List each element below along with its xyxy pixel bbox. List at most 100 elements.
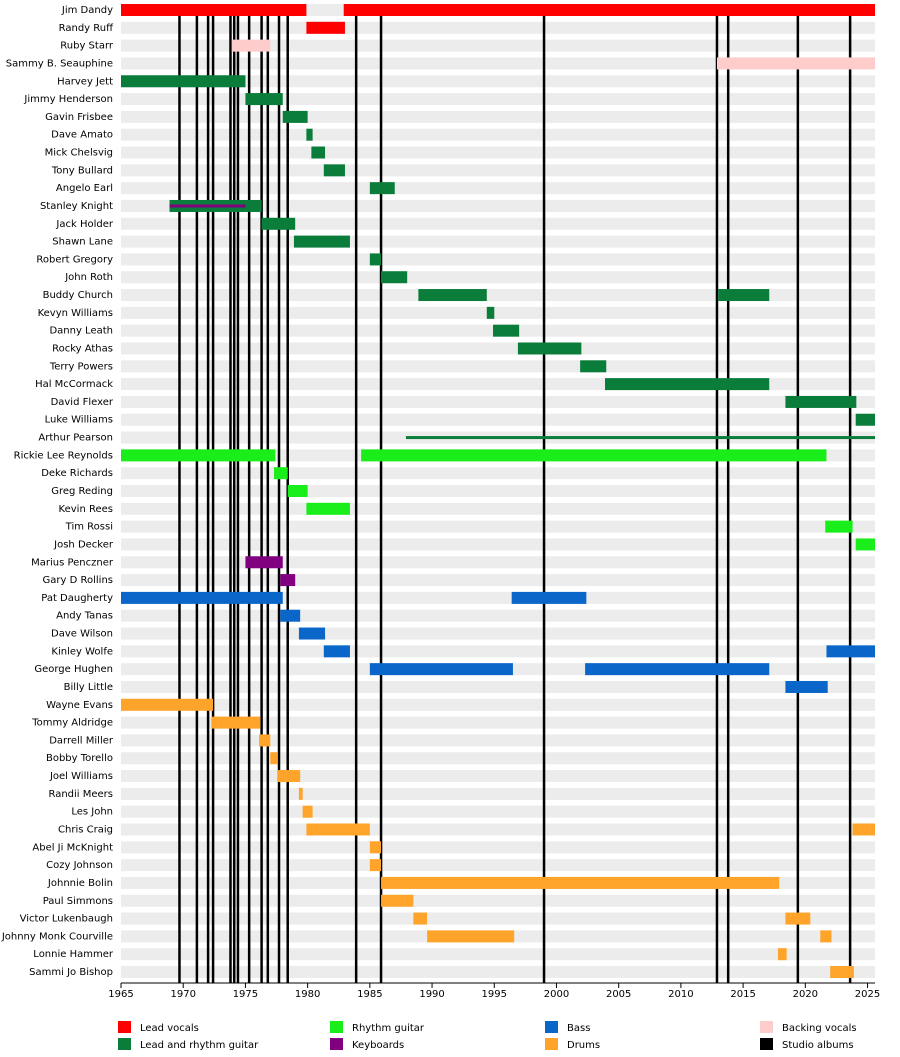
- member-name: Tony Bullard: [51, 165, 113, 176]
- member-name: Lonnie Hammer: [33, 949, 114, 960]
- tenure-bar: [231, 39, 271, 52]
- tenure-bar: [580, 360, 607, 373]
- row-stripe: [121, 271, 875, 284]
- row-stripe: [121, 289, 875, 302]
- legend-label: Rhythm guitar: [352, 1023, 425, 1034]
- row-stripe: [121, 841, 875, 854]
- x-tick-label: 1990: [419, 989, 444, 1000]
- member-name: Les John: [71, 807, 113, 818]
- tenure-bar: [323, 164, 345, 177]
- tenure-bar: [274, 467, 288, 480]
- tenure-bar: [369, 859, 382, 872]
- member-name: Johnnie Bolin: [47, 878, 113, 889]
- tenure-bar: [517, 342, 582, 355]
- row-stripe: [121, 110, 875, 123]
- row-stripe: [121, 164, 875, 177]
- tenure-bar: [121, 4, 307, 16]
- member-name: Rocky Athas: [52, 343, 113, 354]
- tenure-bar: [369, 182, 395, 195]
- legend-swatch: [760, 1038, 773, 1050]
- member-name: Dave Amato: [51, 130, 113, 141]
- member-name: David Flexer: [51, 397, 114, 408]
- row-stripe: [121, 912, 875, 925]
- member-name: John Roth: [64, 272, 113, 283]
- row-stripe: [121, 395, 875, 408]
- x-tick-label: 2010: [668, 989, 693, 1000]
- row-stripe: [121, 556, 875, 569]
- legend-label: Keyboards: [352, 1040, 404, 1051]
- member-name: Tim Rossi: [65, 522, 113, 533]
- x-tick-label: 1995: [482, 989, 507, 1000]
- tenure-bar: [121, 698, 214, 711]
- tenure-bar: [280, 609, 301, 622]
- x-tick-label: 2020: [793, 989, 818, 1000]
- row-stripe: [121, 413, 875, 426]
- x-tick-label: 1980: [295, 989, 320, 1000]
- tenure-bar: [820, 930, 832, 943]
- tenure-bar: [830, 966, 854, 979]
- tenure-bar: [785, 680, 828, 693]
- tenure-bar: [121, 449, 276, 462]
- tenure-bar: [852, 823, 875, 836]
- row-stripe: [121, 538, 875, 551]
- legend-swatch: [118, 1038, 131, 1050]
- legend-swatch: [330, 1021, 343, 1033]
- row-stripe: [121, 609, 875, 622]
- tenure-bar: [381, 876, 780, 889]
- member-name: Shawn Lane: [52, 237, 113, 248]
- x-tick-label: 1985: [357, 989, 382, 1000]
- row-stripe: [121, 485, 875, 498]
- x-tick-label: 2000: [544, 989, 569, 1000]
- row-stripe: [121, 716, 875, 729]
- tenure-bar: [259, 734, 271, 747]
- x-tick-label: 1975: [233, 989, 258, 1000]
- tenure-bar: [261, 217, 296, 230]
- member-name: Mick Chelsvig: [45, 148, 113, 159]
- legend-label: Lead vocals: [140, 1023, 199, 1034]
- row-stripe: [121, 787, 875, 800]
- row-stripe: [121, 574, 875, 587]
- legend-item: Drums: [545, 1038, 600, 1051]
- member-name: Stanley Knight: [40, 201, 113, 212]
- row-stripe: [121, 520, 875, 533]
- x-tick-label: 1970: [170, 989, 195, 1000]
- legend-swatch: [760, 1021, 773, 1033]
- row-stripe: [121, 859, 875, 872]
- tenure-bar: [825, 520, 853, 533]
- tenure-bar: [306, 128, 313, 141]
- row-stripe: [121, 770, 875, 783]
- member-name: Greg Reding: [51, 486, 113, 497]
- member-name: Paul Simmons: [43, 896, 113, 907]
- member-name: Chris Craig: [58, 824, 113, 835]
- member-name: Sammy B. Seauphine: [6, 58, 113, 69]
- row-stripe: [121, 894, 875, 907]
- member-name: Wayne Evans: [46, 700, 113, 711]
- tenure-bar: [280, 574, 296, 587]
- row-stripe: [121, 39, 875, 52]
- tenure-bar: [293, 235, 350, 248]
- member-name: Jim Dandy: [61, 5, 113, 16]
- member-name: Cozy Johnson: [46, 860, 113, 871]
- member-name: Deke Richards: [41, 468, 113, 479]
- tenure-bar: [785, 912, 811, 925]
- tenure-bar: [211, 716, 261, 729]
- row-stripe: [121, 93, 875, 106]
- member-name: Kevyn Williams: [38, 308, 113, 319]
- legend-swatch: [545, 1038, 558, 1050]
- x-tick-label: 2025: [855, 989, 880, 1000]
- member-name: Robert Gregory: [36, 254, 113, 265]
- legend-item: Bass: [545, 1021, 590, 1034]
- x-tick-label: 2015: [730, 989, 755, 1000]
- tenure-bar: [306, 502, 350, 515]
- tenure-bar: [277, 770, 301, 783]
- legend-item: Lead and rhythm guitar: [118, 1038, 259, 1051]
- member-name: Abel Ji McKnight: [32, 842, 113, 853]
- legend-label: Studio albums: [782, 1040, 854, 1051]
- row-stripe: [121, 734, 875, 747]
- member-name: Kevin Rees: [59, 504, 113, 515]
- x-tick-label: 2005: [606, 989, 631, 1000]
- member-name: Randy Ruff: [59, 23, 114, 34]
- legend-swatch: [330, 1038, 343, 1050]
- tenure-bar: [306, 21, 345, 34]
